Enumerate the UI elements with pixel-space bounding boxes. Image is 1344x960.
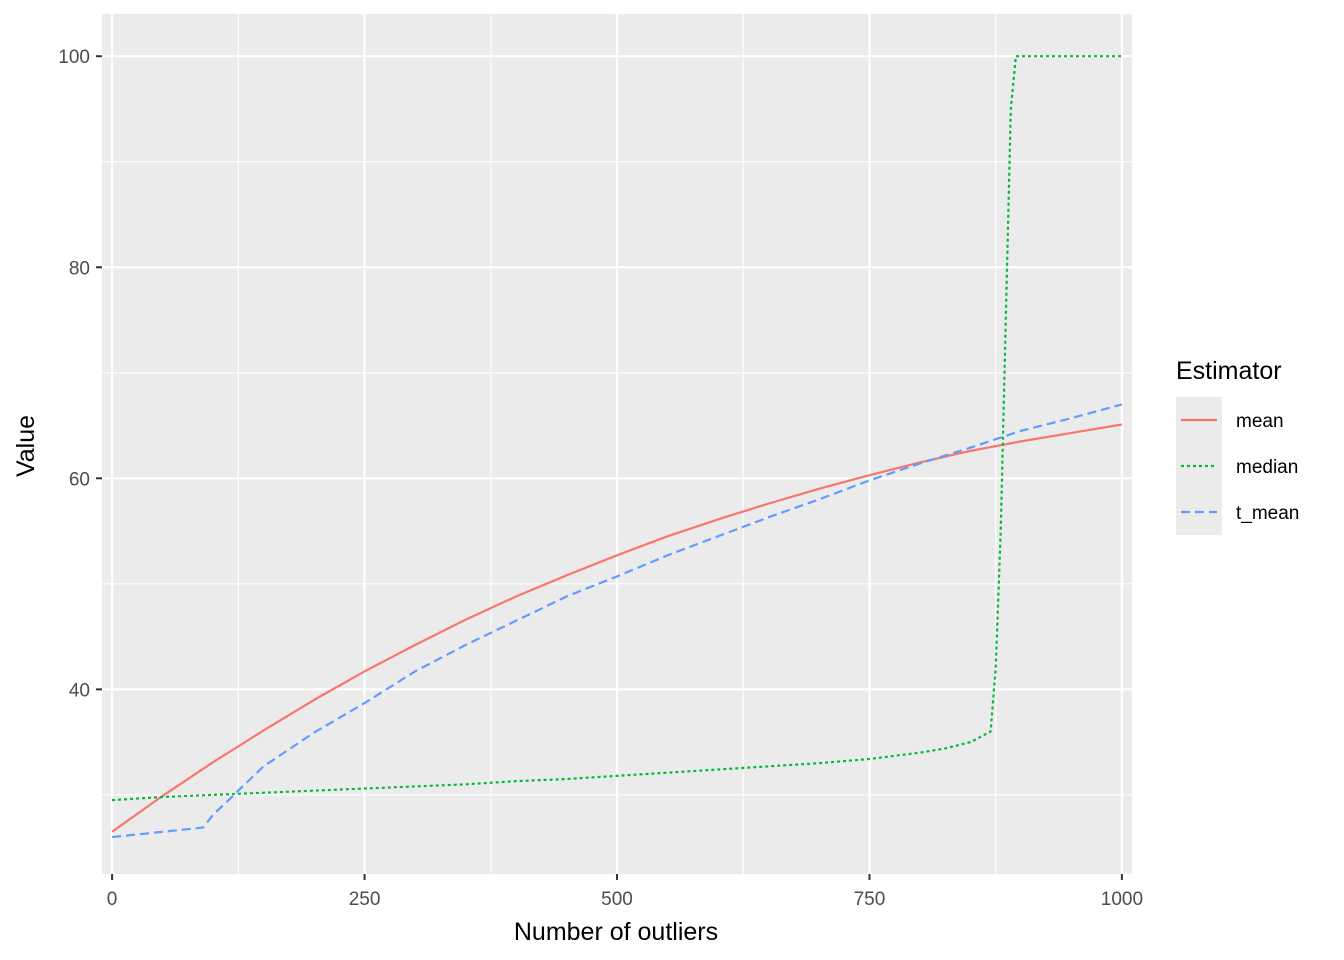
x-tick-label: 750	[854, 889, 886, 910]
y-tick-label: 40	[69, 680, 90, 701]
legend-title: Estimator	[1176, 357, 1282, 385]
x-tick-label: 250	[349, 889, 381, 910]
series-layer	[111, 55, 1123, 839]
y-tick-label: 100	[58, 47, 90, 68]
x-axis-title: Number of outliers	[514, 918, 718, 946]
y-tick-label: 80	[69, 258, 90, 279]
x-tick-label: 1000	[1101, 889, 1143, 910]
y-axis-title: Value	[12, 415, 40, 477]
legend-items: mean median t_mean	[1176, 397, 1299, 535]
legend-label-median: median	[1236, 457, 1298, 478]
series-line-t-mean	[111, 403, 1123, 839]
x-axis-ticks: 0 250 500 750 1000	[107, 874, 1143, 910]
major-gridlines	[102, 14, 1132, 874]
y-tick-label: 60	[69, 469, 90, 490]
series-line-mean	[111, 423, 1123, 833]
legend: Estimator mean median t_mean	[1176, 357, 1299, 535]
y-axis-ticks: 40 60 80 100	[58, 47, 102, 701]
x-tick-label: 500	[601, 889, 633, 910]
legend-label-mean: mean	[1236, 411, 1284, 432]
x-tick-label: 0	[107, 889, 118, 910]
legend-label-t-mean: t_mean	[1236, 503, 1299, 524]
series-line-median	[112, 55, 1122, 802]
